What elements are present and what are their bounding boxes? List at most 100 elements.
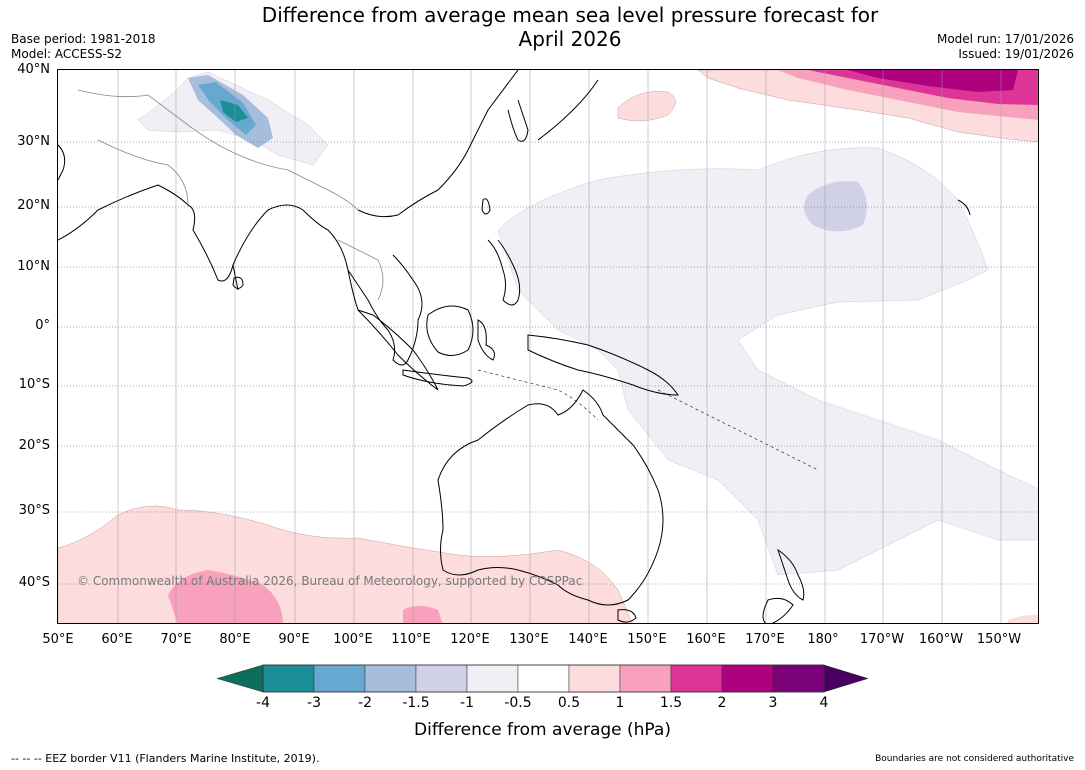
coast-iran-india <box>58 184 359 311</box>
model-run: Model run: 17/01/2026 <box>936 32 1074 46</box>
colorbar-box-0 <box>262 664 315 693</box>
colorbar-label-15: 1.5 <box>659 695 683 711</box>
coast-philippines <box>487 239 521 306</box>
lon-label-170e: 170°E <box>745 632 785 647</box>
chart-title: Difference from average mean sea level p… <box>0 3 1085 51</box>
lon-label-70e: 70°E <box>160 632 192 647</box>
lon-label-170w: 170°W <box>859 632 905 647</box>
colorbar-outline <box>262 664 825 693</box>
coast-sri-lanka <box>232 276 244 289</box>
coast-borneo <box>426 305 474 356</box>
colorbar-box-5 <box>517 664 570 693</box>
colorbar-box-7 <box>619 664 672 693</box>
coast-tasmania <box>617 609 637 623</box>
lon-label-120e: 120°E <box>450 632 490 647</box>
lon-label-110e: 110°E <box>391 632 431 647</box>
lat-label-30n: 30°N <box>17 134 50 149</box>
coast-japan <box>537 79 599 141</box>
colorbar-box-9 <box>721 664 774 693</box>
lat-label-20n: 20°N <box>17 198 50 213</box>
lon-label-140e: 140°E <box>568 632 608 647</box>
lat-label-10s: 10°S <box>18 377 50 392</box>
lon-label-60e: 60°E <box>101 632 133 647</box>
lat-label-40s: 40°S <box>18 575 50 590</box>
colorbar-box-3 <box>415 664 468 693</box>
colorbar-under-arrow <box>216 664 264 693</box>
colorbar-box-6 <box>568 664 621 693</box>
colorbar-label-2: 2 <box>717 695 727 711</box>
anomaly-positive-05-south <box>58 505 633 623</box>
coast-china <box>357 70 519 218</box>
boundaries-note: Boundaries are not considered authoritat… <box>875 754 1074 764</box>
colorbar-label-neg15: -1.5 <box>402 695 430 711</box>
colorbar-boxes <box>262 664 825 693</box>
colorbar-box-10 <box>772 664 825 693</box>
coast-sulawesi <box>477 319 495 361</box>
eez-borders <box>477 369 819 471</box>
meridians <box>117 70 1002 623</box>
lat-label-10n: 10°N <box>17 259 50 274</box>
anomaly-positive-2-ne <box>848 70 1018 92</box>
coast-java <box>402 369 473 387</box>
meta-right: Model run: 17/01/2026 Issued: 19/01/2026 <box>937 32 1074 62</box>
coastlines <box>58 70 971 623</box>
colorbar-box-4 <box>466 664 519 693</box>
lon-label-130e: 130°E <box>509 632 549 647</box>
lon-label-80e: 80°E <box>219 632 251 647</box>
lon-label-90e: 90°E <box>278 632 310 647</box>
lat-label-20s: 20°S <box>18 438 50 453</box>
colorbar-box-1 <box>313 664 366 693</box>
colorbar-title: Difference from average (hPa) <box>414 720 671 740</box>
coast-korea <box>507 99 529 142</box>
coast-new-guinea <box>527 334 679 396</box>
coast-arabia <box>58 144 66 181</box>
pressure-map <box>57 69 1039 624</box>
lon-label-100e: 100°E <box>333 632 373 647</box>
lat-label-30s: 30°S <box>18 503 50 518</box>
anomaly-negative-1-pacific <box>804 181 867 232</box>
coast-indochina <box>347 254 423 366</box>
lon-label-160w: 160°W <box>918 632 964 647</box>
coast-hawaii <box>957 199 971 216</box>
anomaly-positive-1-south <box>168 570 283 623</box>
coast-nz-north <box>777 548 805 601</box>
lat-label-40n: 40°N <box>17 62 50 77</box>
colorbar-label-1: 1 <box>615 695 625 711</box>
chart-title-line1: Difference from average mean sea level p… <box>261 3 879 27</box>
lon-label-150w: 150°W <box>976 632 1022 647</box>
colorbar <box>216 664 869 693</box>
colorbar-box-8 <box>670 664 723 693</box>
colorbar-label-3: 3 <box>768 695 778 711</box>
colorbar-box-2 <box>364 664 417 693</box>
colorbar-label-05: 0.5 <box>557 695 581 711</box>
colorbar-label-neg4: -4 <box>256 695 270 711</box>
coast-australia <box>437 389 664 606</box>
colorbar-label-neg2: -2 <box>358 695 372 711</box>
issued-date: Issued: 19/01/2026 <box>958 47 1074 61</box>
colorbar-label-neg05: -0.5 <box>504 695 532 711</box>
lon-label-180: 180° <box>807 632 839 647</box>
lon-label-160e: 160°E <box>686 632 726 647</box>
anomaly-positive-05-blob <box>617 91 676 122</box>
colorbar-label-neg1: -1 <box>460 695 474 711</box>
colorbar-over-arrow <box>823 664 869 693</box>
coast-taiwan <box>481 198 491 215</box>
base-period: Base period: 1981-2018 <box>11 32 156 46</box>
borders <box>77 89 384 301</box>
coast-sumatra <box>357 309 439 391</box>
copyright-notice: © Commonwealth of Australia 2026, Bureau… <box>77 574 583 588</box>
anomaly-negative-05-pacific <box>497 147 1038 576</box>
lon-label-150e: 150°E <box>627 632 667 647</box>
anomaly-negative-4-himalaya <box>220 100 248 122</box>
map-svg <box>58 70 1038 623</box>
eez-note: -- -- -- EEZ border V11 (Flanders Marine… <box>11 752 320 765</box>
colorbar-label-4: 4 <box>819 695 829 711</box>
anomaly-positive-05-se <box>1008 614 1038 623</box>
chart-title-line2: April 2026 <box>518 27 622 51</box>
colorbar-label-neg3: -3 <box>307 695 321 711</box>
model-name: Model: ACCESS-S2 <box>11 47 123 61</box>
lon-label-50e: 50°E <box>42 632 74 647</box>
lat-label-0: 0° <box>35 318 50 333</box>
meta-left: Base period: 1981-2018 Model: ACCESS-S2 <box>11 32 156 62</box>
coast-nz-south <box>762 597 794 623</box>
